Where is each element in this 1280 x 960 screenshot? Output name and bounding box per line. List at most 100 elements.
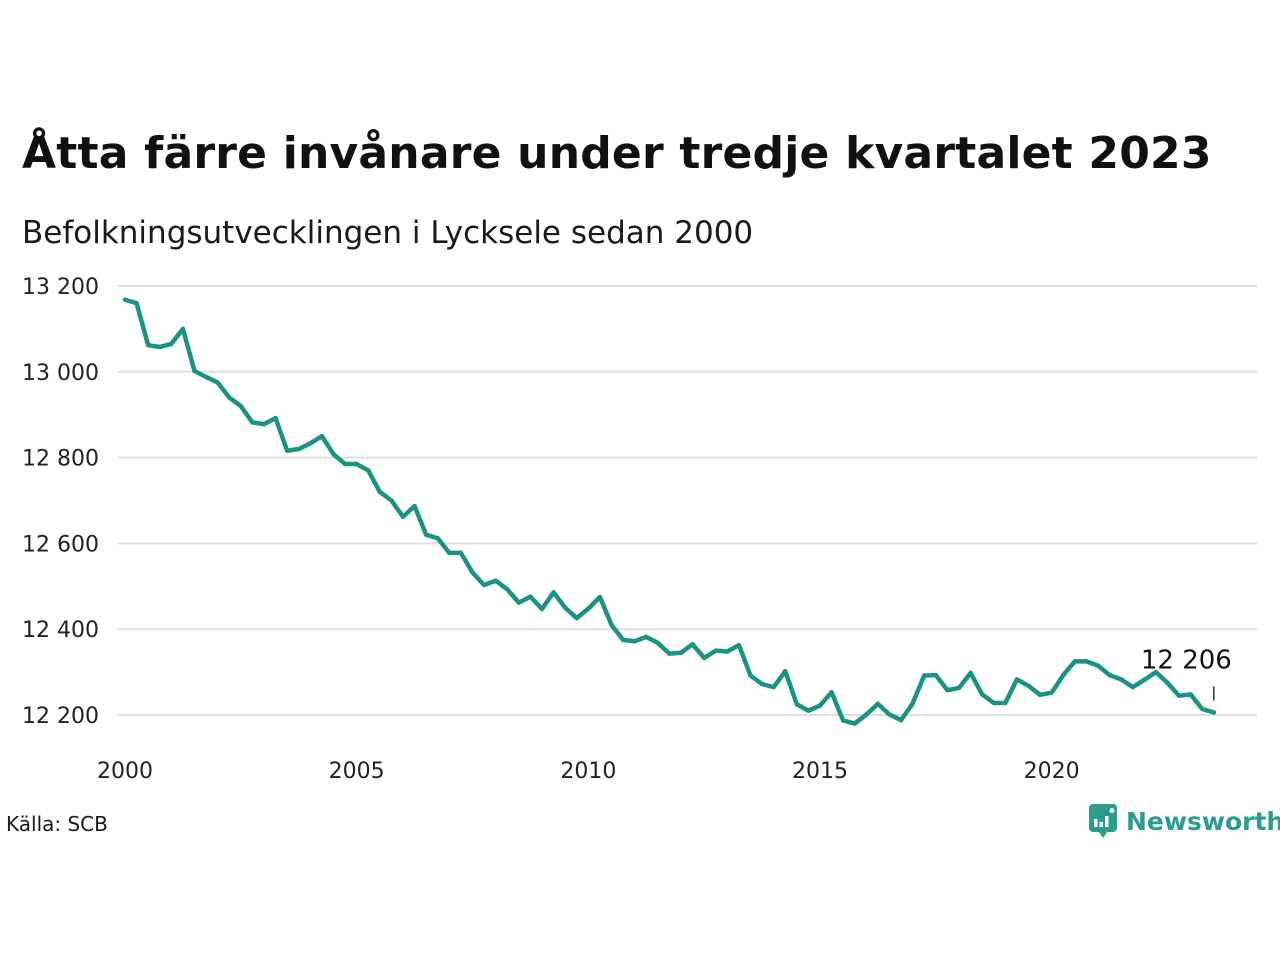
data-point (250, 420, 254, 424)
data-point (401, 515, 405, 519)
data-points (123, 298, 1216, 726)
data-point (667, 651, 671, 655)
data-point (1096, 663, 1100, 667)
y-tick-label: 13 000 (22, 361, 99, 386)
data-point (957, 686, 961, 690)
data-point (354, 462, 358, 466)
data-point (771, 685, 775, 689)
data-point (841, 718, 845, 722)
data-point (1038, 693, 1042, 697)
data-point (632, 639, 636, 643)
line-chart: 12 20012 40012 60012 80013 00013 200 200… (0, 0, 1280, 800)
data-point (470, 570, 474, 574)
data-point (1142, 678, 1146, 682)
data-point (285, 449, 289, 453)
data-point (598, 595, 602, 599)
data-point (412, 504, 416, 508)
data-point (1026, 684, 1030, 688)
data-point (389, 498, 393, 502)
data-point (945, 688, 949, 692)
data-point (134, 301, 138, 305)
data-point (447, 551, 451, 555)
data-point (563, 606, 567, 610)
data-point (864, 712, 868, 716)
y-tick-label: 12 600 (22, 532, 99, 557)
x-tick-label: 2005 (329, 759, 385, 784)
data-point (192, 369, 196, 373)
data-point (679, 651, 683, 655)
data-point (540, 607, 544, 611)
data-point (910, 701, 914, 705)
data-point (366, 468, 370, 472)
data-point (181, 327, 185, 331)
data-point (690, 642, 694, 646)
data-point (378, 490, 382, 494)
data-point (795, 702, 799, 706)
data-point (575, 616, 579, 620)
data-point (424, 533, 428, 537)
data-point (262, 422, 266, 426)
newsworthy-logo-text: Newsworthy (1126, 807, 1280, 836)
x-tick-label: 2015 (792, 759, 848, 784)
data-point (123, 298, 127, 302)
data-point (528, 594, 532, 598)
data-point (934, 673, 938, 677)
data-point (505, 587, 509, 591)
data-point (1177, 693, 1181, 697)
data-point (621, 638, 625, 642)
population-line (125, 300, 1214, 724)
data-point (1188, 692, 1192, 696)
data-point (899, 718, 903, 722)
data-point (737, 643, 741, 647)
x-axis-ticks: 20002005201020152020 (97, 759, 1080, 784)
data-point (308, 441, 312, 445)
data-point (1165, 681, 1169, 685)
data-point (644, 635, 648, 639)
newsworthy-logo-icon (1088, 803, 1118, 839)
newsworthy-logo: Newsworthy (1088, 803, 1280, 839)
data-point (725, 649, 729, 653)
data-point (748, 673, 752, 677)
data-point (702, 656, 706, 660)
data-point (146, 343, 150, 347)
data-point (215, 380, 219, 384)
data-point (876, 702, 880, 706)
data-point (551, 590, 555, 594)
data-point (783, 669, 787, 673)
data-point (586, 606, 590, 610)
data-point (760, 682, 764, 686)
data-point (968, 671, 972, 675)
data-point (482, 583, 486, 587)
data-point (1119, 677, 1123, 681)
data-point (714, 648, 718, 652)
data-point (320, 434, 324, 438)
data-point (1107, 673, 1111, 677)
y-tick-label: 12 800 (22, 447, 99, 472)
data-point (331, 452, 335, 456)
x-tick-label: 2000 (97, 759, 153, 784)
data-point (1212, 710, 1216, 714)
y-axis-ticks: 12 20012 40012 60012 80013 00013 200 (22, 275, 99, 729)
data-point (1073, 659, 1077, 663)
data-point (656, 641, 660, 645)
data-point (829, 690, 833, 694)
x-tick-label: 2010 (560, 759, 616, 784)
data-point (227, 395, 231, 399)
data-point (806, 709, 810, 713)
annotation-label: 12 206 (1141, 645, 1232, 675)
data-point (273, 416, 277, 420)
data-point (459, 551, 463, 555)
data-point (922, 673, 926, 677)
data-point (818, 703, 822, 707)
data-point (517, 600, 521, 604)
data-point (1131, 685, 1135, 689)
data-point (239, 404, 243, 408)
source-label: Källa: SCB (6, 812, 108, 836)
data-point (609, 623, 613, 627)
data-point (1015, 677, 1019, 681)
data-point (1084, 659, 1088, 663)
data-point (853, 721, 857, 725)
data-point (1200, 707, 1204, 711)
data-point (1003, 701, 1007, 705)
data-point (1061, 673, 1065, 677)
